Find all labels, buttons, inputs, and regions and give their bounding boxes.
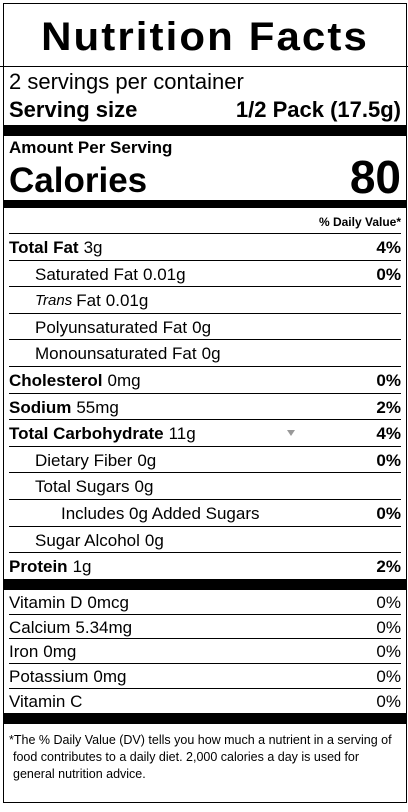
nutrient-name: Calcium <box>9 617 71 637</box>
divider <box>4 200 406 208</box>
calories: Calories 80 <box>9 154 401 200</box>
daily-value: 0% <box>376 642 401 662</box>
nutrient-name: Fat <box>76 291 101 311</box>
daily-value: 0% <box>376 617 401 637</box>
nutrient-amount: 0g <box>192 317 212 337</box>
nutrient-row: Trans Fat 0.01g <box>9 287 401 314</box>
nutrient-row: Calcium 5.34mg 0% <box>9 615 401 640</box>
nutrient-row: Iron 0mg 0% <box>9 639 401 665</box>
nutrient-row: Protein 1g 2% <box>9 553 401 579</box>
daily-value-header: % Daily Value* <box>9 208 401 234</box>
nutrient-amount: 0.01g <box>105 291 149 311</box>
nutrient-amount: 0mg <box>43 642 77 662</box>
nutrient-name: Cholesterol <box>9 370 103 390</box>
nutrient-row: Dietary Fiber 0g 0% <box>9 447 401 474</box>
vitamins: Vitamin D 0mcg 0% Calcium 5.34mg 0% Iron 0mg 0% P… <box>9 590 401 713</box>
calories-value: 80 <box>349 151 401 203</box>
nutrient-amount: 55mg <box>76 397 119 417</box>
nutrient-row: Total Carbohydrate 11g 4% <box>9 420 401 447</box>
nutrient-amount: 0g <box>144 530 164 550</box>
nutrient-name: Protein <box>9 557 68 577</box>
nutrient-row: Monounsaturated Fat 0g <box>9 340 401 367</box>
nutrient-name: Includes 0g Added Sugars <box>61 503 260 523</box>
dropdown-arrow <box>287 430 295 437</box>
nutrient-name: Total Sugars <box>35 477 130 497</box>
serving-size-label: Serving size <box>9 97 138 122</box>
nutrient-name: Vitamin D <box>9 592 83 612</box>
daily-value: 0% <box>376 667 401 687</box>
title: Nutrition Facts <box>0 4 408 67</box>
nutrient-amount: 1g <box>72 557 92 577</box>
nutrient-amount: 11g <box>168 424 196 444</box>
nutrient-name: Sugar Alcohol <box>35 530 140 550</box>
nutrient-row: Total Fat 3g 4% <box>9 234 401 261</box>
daily-value: 4% <box>376 238 401 257</box>
daily-value: 2% <box>376 397 401 417</box>
nutrient-name: Total Carbohydrate <box>9 424 164 444</box>
nutrient-amount: 0mg <box>93 667 127 687</box>
daily-value: 0% <box>376 450 401 470</box>
nutrient-row: Polyunsaturated Fat 0g <box>9 314 401 341</box>
nutrient-amount: 0g <box>134 477 154 497</box>
daily-value: 4% <box>376 424 401 444</box>
daily-value: 2% <box>376 557 401 577</box>
nutrient-amount: 0g <box>201 344 221 364</box>
servings: 2 servings per container <box>9 69 244 94</box>
nutrient-name: Vitamin C <box>9 691 83 711</box>
nutrient-name: Total Fat <box>9 238 79 257</box>
nutrient-amount: 0g <box>137 450 157 470</box>
daily-value: 0% <box>376 264 401 284</box>
nutrient-name: Sodium <box>9 397 72 417</box>
nutrition-label: Nutrition Facts 2 servings per container… <box>0 3 408 803</box>
nutrient-name: Polyunsaturated Fat <box>35 317 188 337</box>
nutrient-name: Saturated Fat <box>35 264 139 284</box>
daily-value: 0% <box>376 691 401 711</box>
nutrient-row: Sugar Alcohol 0g <box>9 527 401 554</box>
nutrient-amount: 5.34mg <box>75 617 133 637</box>
daily-value: 0% <box>376 592 401 612</box>
nutrient-row: Sodium 55mg 2% <box>9 394 401 421</box>
nutrient-amount: 0.01g <box>143 264 186 284</box>
nutrient-row: Vitamin C 0% <box>9 689 401 713</box>
nutrient-name: Dietary Fiber <box>35 450 133 470</box>
serving-size: Serving size 1/2 Pack (17.5g) <box>9 95 401 125</box>
daily-value: 0% <box>376 503 401 523</box>
nutrient-name-italic: Trans <box>35 292 73 310</box>
nutrient-name: Iron <box>9 642 39 662</box>
calories-label: Calories <box>9 161 148 200</box>
nutrients: Total Fat 3g 4% Saturated Fat 0.01g 0% Trans Fa… <box>9 234 401 579</box>
nutrient-row: Potassium 0mg 0% <box>9 664 401 689</box>
nutrient-amount: 0mcg <box>87 592 129 612</box>
divider <box>4 125 406 136</box>
nutrient-row: Vitamin D 0mcg 0% <box>9 590 401 615</box>
nutrient-name: Potassium <box>9 667 89 687</box>
nutrient-row: Cholesterol 0mg 0% <box>9 367 401 394</box>
nutrient-row: Includes 0g Added Sugars 0% <box>9 500 401 527</box>
footnote-text: The % Daily Value (DV) tells you how muc… <box>13 732 392 781</box>
divider <box>4 578 406 590</box>
daily-value: 0% <box>376 370 401 390</box>
divider <box>4 712 406 724</box>
footnote: *The % Daily Value (DV) tells you how mu… <box>9 732 392 781</box>
nutrient-row: Saturated Fat 0.01g 0% <box>9 261 401 288</box>
nutrient-name: Monounsaturated Fat <box>35 344 197 364</box>
nutrient-row: Total Sugars 0g <box>9 473 401 500</box>
nutrient-amount: 0mg <box>107 370 141 390</box>
serving-size-value: 1/2 Pack (17.5g) <box>235 97 401 122</box>
amount-per-serving: Amount Per Serving <box>9 138 173 157</box>
nutrient-amount: 3g <box>83 238 103 257</box>
